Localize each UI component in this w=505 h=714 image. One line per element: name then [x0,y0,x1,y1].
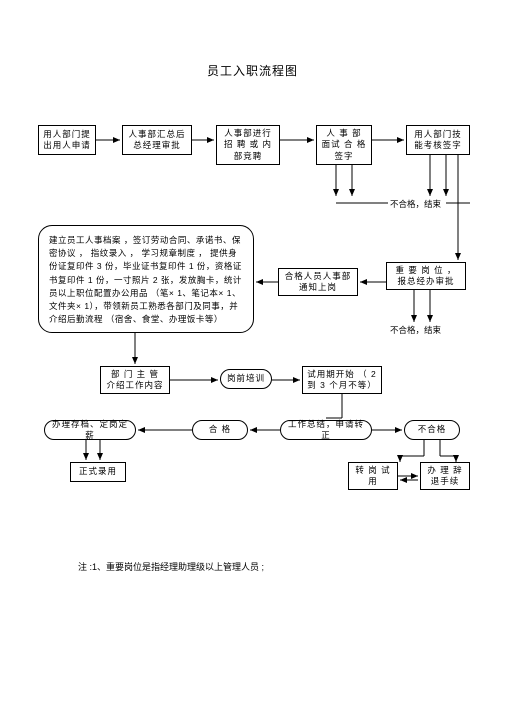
node-skill-check: 用人部门技能考核签字 [406,125,470,155]
node-request: 用人部门提出用人申请 [38,125,96,155]
node-interview: 人 事 部 面试 合 格 签字 [316,125,372,165]
node-hr-summary: 人事部汇总后总经理审批 [122,125,192,155]
node-transfer-trial: 转 岗 试用 [348,462,398,490]
label-fail-2: 不合格，结束 [390,324,441,336]
node-qualified: 合 格 [192,420,248,440]
node-unqualified: 不合格 [404,420,460,440]
node-dismissal: 办 理 辞退手续 [420,462,470,490]
page-title: 员工入职流程图 [0,62,505,79]
node-recruitment: 人事部进行招 聘 或 内 部竞聘 [216,125,280,165]
node-pre-training: 岗前培训 [220,369,272,389]
flowchart-arrows [0,0,505,714]
node-notify: 合格人员人事部通知上岗 [278,268,358,296]
node-onboarding-details: 建立员工人事档案 ，签订劳动合同、承诺书、保密协议 ， 指纹录入 ， 学习规章制… [38,225,254,333]
footnote: 注 :1、重要岗位是指经理助理级以上管理人员 ; [78,560,264,573]
node-work-summary: 工作总结，申请转正 [280,420,372,440]
node-official-hire: 正式录用 [70,462,126,482]
node-supervisor-intro: 部 门 主 管 介绍工作内容 [100,366,170,394]
node-probation: 试用期开始 （ 2到 3 个月不等） [302,366,382,394]
node-archive: 办理存档、定岗定薪 [44,420,136,440]
node-important-pos: 重 要 岗 位 ，报总经办审批 [386,262,466,290]
label-fail-1: 不合格，结束 [390,198,441,210]
